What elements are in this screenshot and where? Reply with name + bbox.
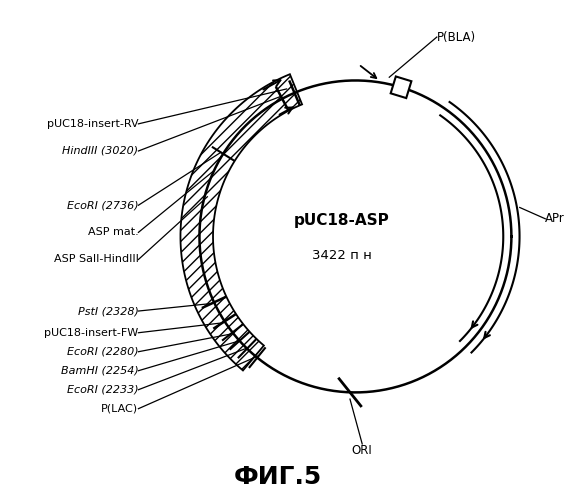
Text: ФИГ.5: ФИГ.5 xyxy=(233,464,322,488)
Text: APr: APr xyxy=(545,212,565,226)
Text: ASP SalI-HindIII: ASP SalI-HindIII xyxy=(54,254,139,264)
Text: 3422 п н: 3422 п н xyxy=(312,249,372,262)
Text: pUC18-insert-RV: pUC18-insert-RV xyxy=(47,119,139,129)
Text: P(LAC): P(LAC) xyxy=(101,404,139,413)
Text: P(BLA): P(BLA) xyxy=(437,30,476,44)
Text: EcoRI (2736): EcoRI (2736) xyxy=(67,200,139,210)
Text: EcoRI (2280): EcoRI (2280) xyxy=(67,346,139,356)
Text: ASP mat.: ASP mat. xyxy=(88,228,139,237)
Text: BamHI (2254): BamHI (2254) xyxy=(61,366,139,376)
Polygon shape xyxy=(180,74,302,370)
Polygon shape xyxy=(391,76,411,98)
Text: pUC18-insert-FW: pUC18-insert-FW xyxy=(44,328,139,338)
Text: EcoRI (2233): EcoRI (2233) xyxy=(67,384,139,394)
Text: ORI: ORI xyxy=(352,444,372,457)
Text: pUC18-ASP: pUC18-ASP xyxy=(294,212,390,228)
Text: HindIII (3020): HindIII (3020) xyxy=(62,146,139,156)
Text: PstI (2328): PstI (2328) xyxy=(77,306,139,316)
